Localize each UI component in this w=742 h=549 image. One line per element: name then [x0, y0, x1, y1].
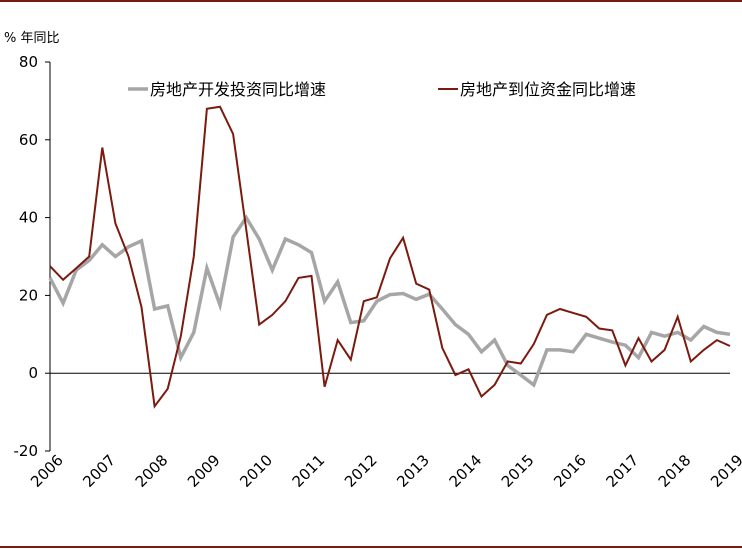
- series-funds-line: [49, 105, 731, 409]
- x-tick-label: 2018: [655, 451, 695, 491]
- y-tick-label: 0: [28, 364, 38, 382]
- x-tick-label: 2009: [184, 451, 224, 491]
- x-tick-label: 2017: [602, 451, 642, 491]
- y-tick-label: 20: [19, 286, 38, 304]
- top-rule: [0, 0, 742, 2]
- y-tick-label: 40: [19, 209, 38, 227]
- x-tick-label: 2010: [236, 451, 276, 491]
- bottom-rule: [0, 546, 742, 548]
- x-tick-label: 2015: [498, 451, 538, 491]
- x-tick-label: 2016: [550, 451, 590, 491]
- legend-label-investment: 房地产开发投资同比增速: [150, 80, 326, 99]
- legend-label-funds: 房地产到位资金同比增速: [460, 80, 636, 99]
- x-tick-label: 2013: [393, 451, 433, 491]
- y-unit-label: % 年同比: [4, 31, 60, 46]
- x-tick-label: 2014: [446, 451, 486, 491]
- x-tick-label: 2012: [341, 451, 381, 491]
- x-tick-label: 2008: [132, 451, 172, 491]
- y-tick-label: 80: [19, 53, 38, 71]
- y-tick-label: -20: [14, 442, 39, 460]
- x-tick-label: 2019: [707, 451, 742, 491]
- x-tick-label: 2011: [289, 451, 329, 491]
- x-tick-label: 2007: [79, 451, 119, 491]
- y-tick-label: 60: [19, 131, 38, 149]
